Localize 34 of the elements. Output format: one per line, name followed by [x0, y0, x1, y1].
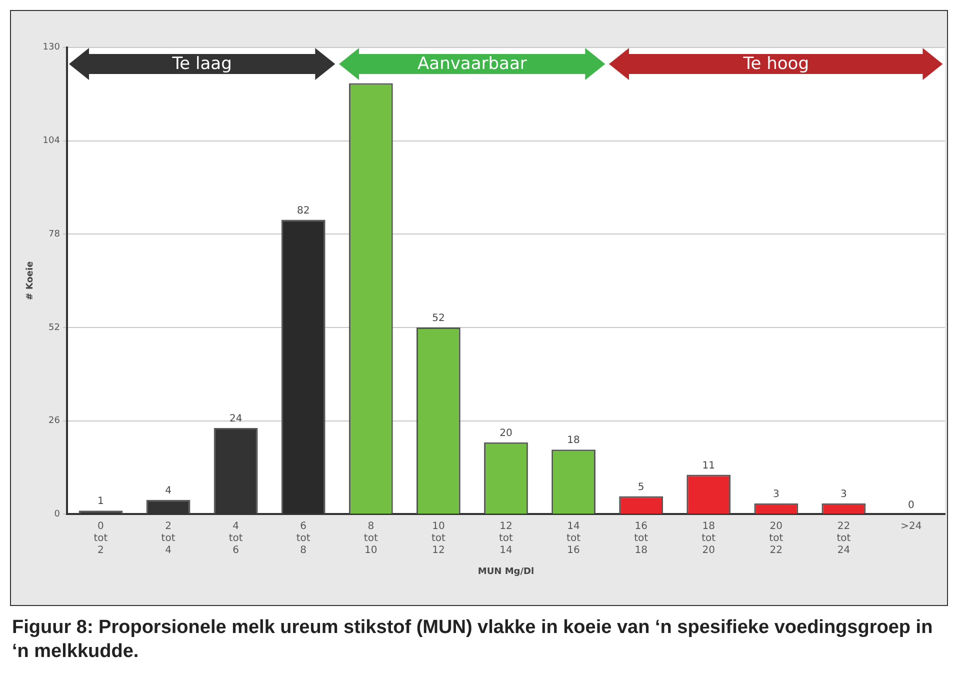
x-tick-label: >24: [900, 520, 922, 532]
data-label: 18: [567, 435, 580, 446]
x-tick-label: 12 tot 14: [499, 520, 514, 556]
y-tick-label: 104: [42, 136, 60, 146]
data-label: 3: [840, 489, 847, 500]
data-label: 3: [772, 489, 780, 500]
data-label: 11: [702, 460, 715, 472]
x-tick-label: 10 tot 12: [431, 520, 446, 556]
text: Figuur 8: Proporsionele melk ureum stikstof (MUN) vlakke in koeie van ‘n spesifieke voedingsgroep in ‘n melkkudde.: [12, 616, 934, 664]
x-tick-label: 0 tot 2: [94, 520, 108, 556]
x-tick-label: 2 tot 4: [161, 520, 176, 556]
y-tick-label: 78: [48, 229, 60, 240]
x-axis-title: MUN Mg/Dl: [478, 566, 534, 577]
data-label: 0: [908, 500, 914, 511]
y-tick-label: 130: [42, 42, 60, 53]
data-label: 24: [229, 414, 242, 425]
y-tick-label: 26: [48, 416, 60, 426]
x-tick-label: 4 tot 6: [228, 520, 243, 556]
data-label: 1: [98, 496, 104, 508]
x-tick-label: 8 tot 10: [364, 520, 378, 556]
data-label: 4: [165, 485, 172, 496]
y-axis-title: # Koeie: [26, 261, 36, 300]
data-label: 52: [432, 313, 445, 324]
y-tick-label: 52: [48, 322, 60, 333]
data-label: 5: [638, 482, 644, 493]
x-tick-label: 16 tot 18: [634, 520, 648, 556]
y-tick-label: 0: [54, 510, 60, 520]
x-tick-label: 22 tot 24: [836, 520, 851, 556]
x-tick-label: 14 tot 16: [566, 520, 581, 556]
x-tick-label: 18 tot 20: [702, 520, 716, 556]
x-tick-label: 6 tot 8: [296, 520, 310, 556]
data-label: 20: [500, 428, 512, 439]
x-tick-label: 20 tot 22: [769, 520, 784, 556]
data-label: 82: [297, 205, 310, 216]
